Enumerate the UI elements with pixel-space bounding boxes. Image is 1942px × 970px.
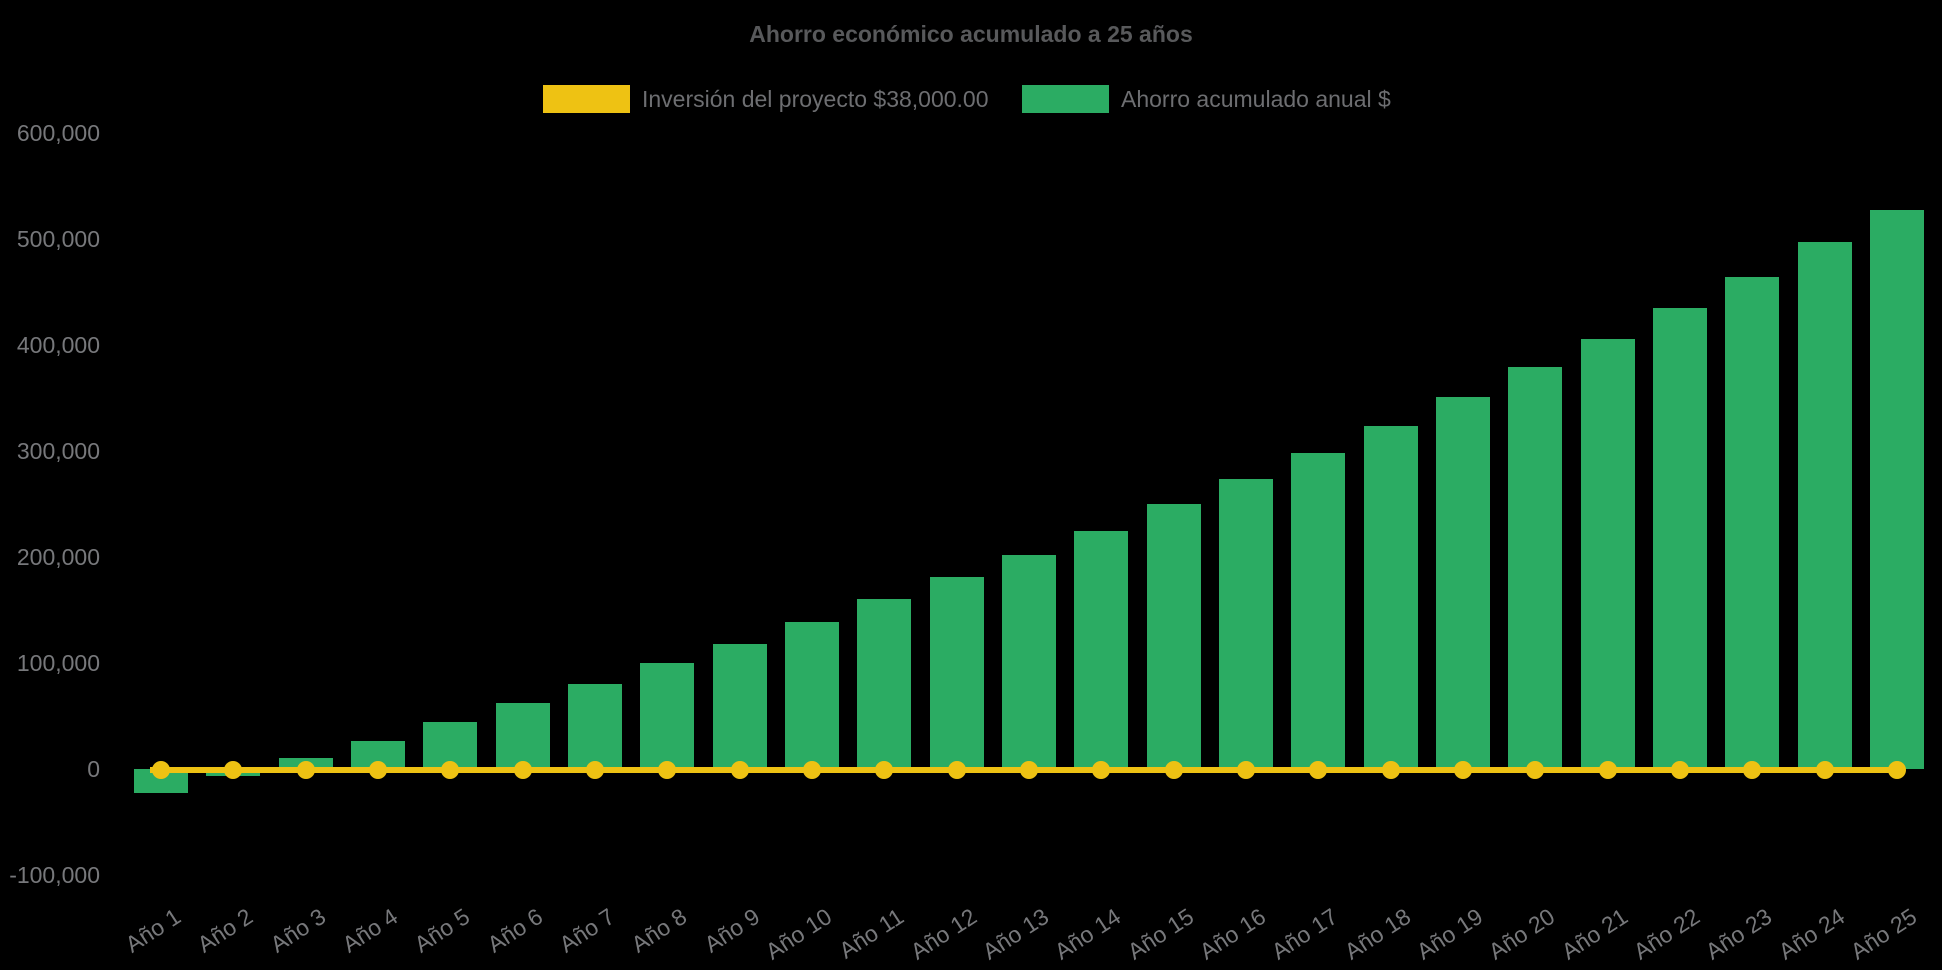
x-tick-label-año-25: Año 25 [1845, 903, 1922, 965]
x-tick-label-año-22: Año 22 [1628, 903, 1705, 965]
investment-point-año-9[interactable] [730, 761, 749, 779]
investment-point-año-13[interactable] [1019, 761, 1038, 779]
bar-año-13[interactable] [1001, 554, 1056, 769]
x-tick-label-año-13: Año 13 [977, 903, 1054, 965]
x-tick-label-año-20: Año 20 [1484, 903, 1560, 965]
bar-año-14[interactable] [1074, 530, 1129, 769]
investment-point-año-22[interactable] [1670, 761, 1689, 779]
x-tick-label-año-24: Año 24 [1773, 903, 1849, 965]
investment-point-año-3[interactable] [296, 761, 315, 779]
x-tick-label-año-1: Año 1 [120, 903, 186, 958]
investment-point-año-10[interactable] [802, 761, 821, 779]
investment-point-año-16[interactable] [1236, 761, 1255, 779]
investment-point-año-18[interactable] [1381, 761, 1400, 779]
bar-año-16[interactable] [1218, 478, 1273, 769]
investment-point-año-21[interactable] [1598, 761, 1617, 779]
bar-año-17[interactable] [1291, 453, 1346, 769]
y-tick-label: 200,000 [16, 544, 100, 570]
y-tick-label: -100,000 [9, 862, 100, 888]
bar-año-8[interactable] [640, 663, 695, 769]
bar-año-25[interactable] [1869, 210, 1924, 769]
x-tick-label-año-8: Año 8 [626, 903, 692, 958]
x-tick-label-año-10: Año 10 [760, 903, 837, 965]
bar-año-10[interactable] [784, 621, 839, 769]
x-tick-label-año-19: Año 19 [1411, 903, 1488, 965]
bar-año-12[interactable] [929, 577, 984, 769]
bar-año-11[interactable] [857, 599, 912, 769]
y-tick-label: 100,000 [16, 650, 100, 676]
investment-point-año-15[interactable] [1164, 761, 1183, 779]
investment-point-año-8[interactable] [658, 761, 677, 779]
bar-año-15[interactable] [1146, 504, 1201, 769]
x-tick-label-año-17: Año 17 [1267, 903, 1343, 965]
bar-año-19[interactable] [1435, 396, 1490, 769]
chart-title: Ahorro económico acumulado a 25 años [749, 21, 1193, 47]
x-tick-label-año-5: Año 5 [409, 903, 475, 958]
x-tick-label-año-16: Año 16 [1194, 903, 1271, 965]
legend-swatch-savings [1022, 85, 1109, 113]
x-tick-label-año-14: Año 14 [1050, 903, 1126, 965]
bar-año-7[interactable] [567, 684, 622, 769]
bar-año-21[interactable] [1580, 338, 1635, 769]
bar-año-9[interactable] [712, 643, 767, 769]
x-tick-label-año-6: Año 6 [482, 903, 547, 958]
y-tick-label: 0 [87, 756, 100, 782]
x-tick-label-año-3: Año 3 [265, 903, 330, 958]
investment-point-año-14[interactable] [1092, 761, 1111, 779]
legend-label-investment: Inversión del proyecto $38,000.00 [642, 86, 989, 112]
legend-label-savings: Ahorro acumulado anual $ [1121, 86, 1391, 112]
bar-año-24[interactable] [1797, 242, 1852, 769]
x-tick-label-año-23: Año 23 [1701, 903, 1777, 965]
x-tick-label-año-12: Año 12 [905, 903, 981, 965]
investment-point-año-1[interactable] [152, 761, 170, 779]
investment-point-año-4[interactable] [368, 761, 387, 779]
investment-point-año-19[interactable] [1453, 761, 1472, 779]
legend-item-savings[interactable]: Ahorro acumulado anual $ [1022, 85, 1391, 113]
legend-swatch-investment [543, 85, 630, 113]
bar-año-22[interactable] [1652, 307, 1707, 769]
bar-año-23[interactable] [1725, 277, 1780, 769]
y-tick-label: 400,000 [16, 332, 100, 358]
x-tick-label-año-18: Año 18 [1339, 903, 1415, 965]
y-tick-label: 300,000 [16, 438, 100, 464]
investment-point-año-7[interactable] [585, 761, 604, 779]
investment-point-año-12[interactable] [947, 761, 966, 779]
bar-año-6[interactable] [495, 703, 550, 769]
investment-point-año-24[interactable] [1815, 761, 1834, 779]
y-tick-label: 500,000 [16, 226, 100, 252]
x-tick-label-año-2: Año 2 [192, 903, 258, 958]
investment-point-año-20[interactable] [1526, 761, 1545, 779]
investment-point-año-5[interactable] [441, 761, 460, 779]
investment-point-año-25[interactable] [1887, 761, 1906, 779]
x-tick-label-año-21: Año 21 [1556, 903, 1632, 965]
legend-item-investment[interactable]: Inversión del proyecto $38,000.00 [543, 85, 989, 113]
investment-point-año-2[interactable] [224, 761, 243, 779]
investment-point-año-11[interactable] [875, 761, 894, 779]
investment-point-año-6[interactable] [513, 761, 532, 779]
bar-año-18[interactable] [1363, 425, 1418, 769]
investment-point-año-23[interactable] [1743, 761, 1762, 779]
x-tick-label-año-11: Año 11 [834, 903, 909, 964]
bar-año-20[interactable] [1508, 367, 1563, 769]
x-tick-label-año-4: Año 4 [337, 903, 403, 958]
x-tick-label-año-9: Año 9 [699, 903, 764, 958]
investment-point-año-17[interactable] [1309, 761, 1328, 779]
x-tick-label-año-15: Año 15 [1122, 903, 1198, 965]
y-tick-label: 600,000 [16, 120, 100, 146]
x-tick-label-año-7: Año 7 [554, 903, 620, 958]
